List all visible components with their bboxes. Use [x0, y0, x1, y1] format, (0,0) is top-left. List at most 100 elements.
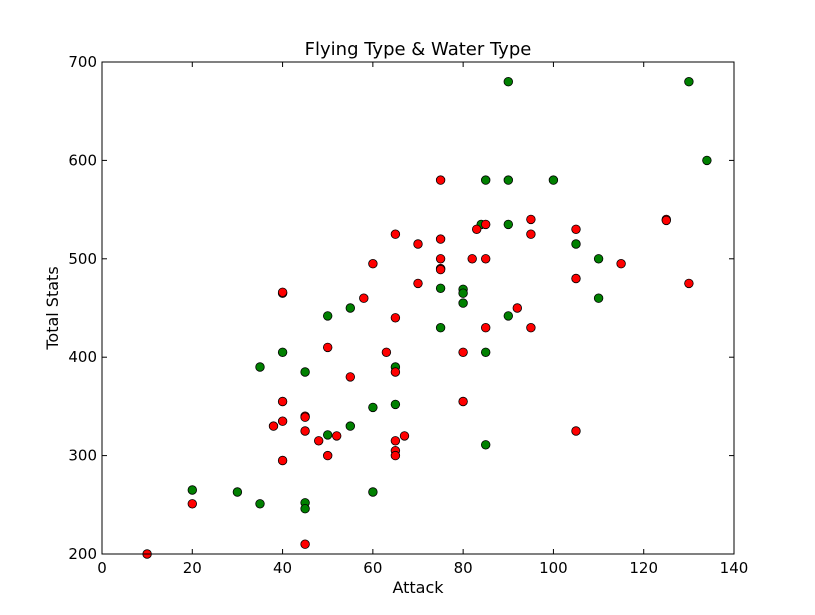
data-point [571, 239, 581, 249]
data-point [300, 367, 310, 377]
y-tick-label: 700 [68, 53, 97, 71]
data-point [277, 396, 288, 407]
y-tick-label: 500 [68, 250, 97, 268]
data-point [526, 323, 536, 333]
series-1 [142, 175, 694, 559]
data-point [345, 372, 356, 382]
data-point [187, 499, 198, 509]
chart-title: Flying Type & Water Type [305, 39, 532, 60]
data-point [413, 239, 423, 249]
y-axis-title: Total Stats [43, 266, 62, 350]
data-point [277, 287, 288, 298]
x-tick-label: 20 [183, 559, 202, 577]
data-point [481, 323, 491, 333]
data-point [277, 455, 288, 466]
x-axis-title: Attack [392, 578, 444, 597]
data-point [359, 293, 369, 303]
data-point [255, 499, 265, 509]
data-point [390, 229, 401, 239]
data-point [345, 303, 356, 313]
data-point [232, 487, 243, 497]
data-point [593, 254, 604, 264]
data-point [300, 412, 310, 422]
data-point [390, 399, 401, 410]
data-point [684, 278, 694, 289]
series-0 [187, 76, 712, 514]
data-point [503, 311, 514, 321]
data-point [481, 254, 491, 264]
data-point [435, 175, 446, 185]
data-point [332, 431, 342, 441]
data-point [503, 219, 514, 230]
data-point [187, 485, 198, 495]
data-point [323, 450, 333, 461]
data-point [390, 367, 401, 377]
data-point [300, 504, 310, 514]
data-point [435, 254, 446, 264]
data-point [255, 362, 265, 372]
data-point [268, 421, 279, 431]
x-tick-label: 140 [720, 559, 749, 577]
data-point [481, 347, 491, 358]
data-point [616, 259, 626, 269]
data-point [458, 298, 468, 308]
data-point [300, 426, 310, 436]
x-tick-label: 120 [629, 559, 658, 577]
data-point [458, 396, 468, 407]
data-point [512, 303, 523, 313]
data-point [526, 229, 536, 239]
data-point [390, 313, 401, 323]
data-point [481, 440, 491, 450]
data-point [472, 224, 482, 235]
ticks-layer: 0 20 40 60 80 100 120 140 200 300 400 500 600 700 [68, 53, 748, 577]
data-point [467, 254, 477, 264]
data-point [345, 421, 356, 431]
data-point [277, 416, 288, 426]
data-point [571, 426, 581, 436]
data-point [368, 402, 378, 413]
data-point [435, 323, 446, 333]
data-point [323, 430, 333, 440]
data-point [314, 436, 324, 446]
data-point [458, 347, 468, 358]
y-tick-label: 600 [68, 151, 97, 169]
x-tick-label: 60 [363, 559, 382, 577]
data-point [390, 450, 401, 461]
data-point [413, 278, 423, 289]
y-tick-label: 300 [68, 447, 97, 465]
x-tick-label: 100 [539, 559, 568, 577]
data-point [435, 264, 446, 275]
data-point [458, 288, 468, 298]
data-point [548, 175, 559, 185]
x-tick-label: 80 [454, 559, 473, 577]
data-point [277, 347, 288, 358]
data-point [399, 431, 410, 441]
data-point [661, 215, 672, 226]
data-point [526, 214, 536, 225]
x-tick-label: 40 [273, 559, 292, 577]
data-point [381, 347, 392, 358]
data-point [435, 234, 446, 244]
data-point [481, 175, 491, 185]
y-tick-label: 200 [68, 545, 97, 563]
plot-frame [101, 61, 735, 555]
data-point [390, 436, 401, 446]
data-point [571, 273, 581, 284]
data-point [300, 539, 310, 549]
data-point [503, 76, 514, 87]
data-point [368, 487, 378, 497]
x-tick-label: 0 [97, 559, 107, 577]
data-point [368, 259, 378, 269]
data-point [571, 224, 581, 235]
data-point [481, 219, 491, 230]
data-point [435, 283, 446, 294]
y-tick-label: 400 [68, 348, 97, 366]
data-point [702, 155, 712, 166]
data-point [323, 311, 333, 321]
data-point [593, 293, 604, 303]
points-layer [142, 76, 712, 559]
data-point [503, 175, 514, 185]
data-point [323, 342, 333, 353]
